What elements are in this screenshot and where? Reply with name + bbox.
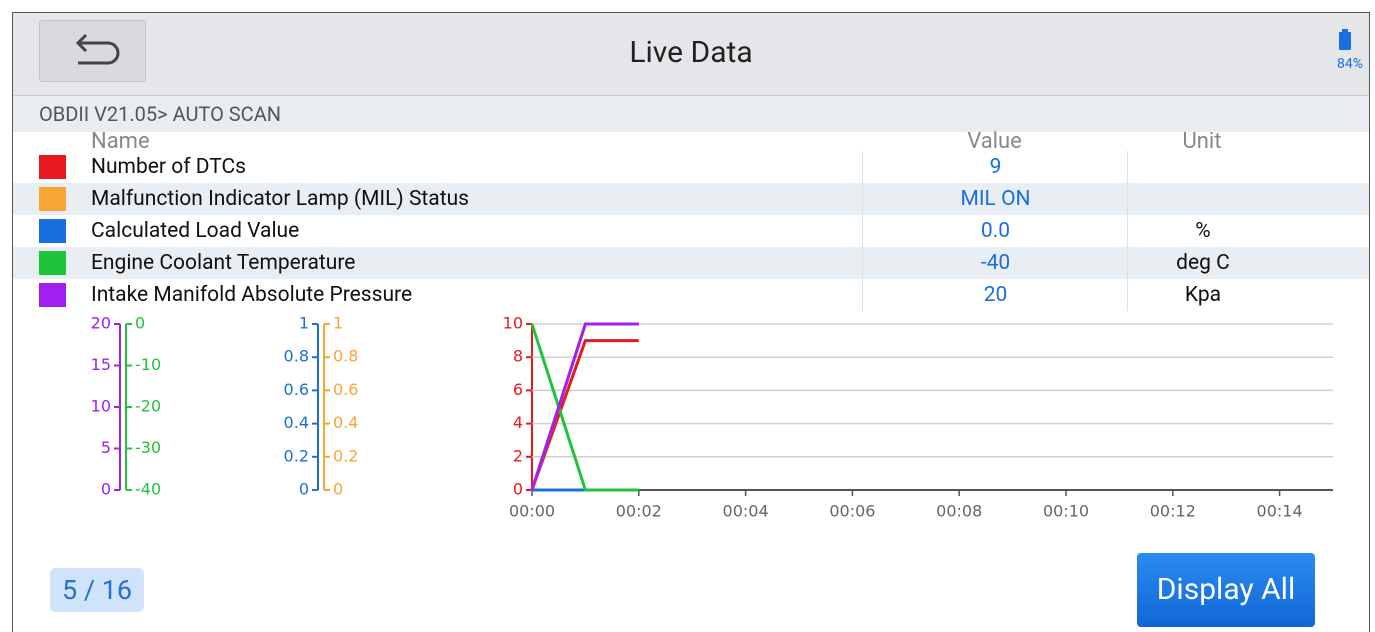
- battery-icon: [1339, 29, 1351, 50]
- table-row: Malfunction Indicator Lamp (MIL) Status M…: [13, 183, 1369, 215]
- row-unit: Kpa: [1127, 279, 1278, 311]
- row-name: Malfunction Indicator Lamp (MIL) Status: [91, 187, 469, 211]
- battery-level: 84%: [1337, 56, 1363, 72]
- title: Live Data: [629, 35, 753, 70]
- table-row: Engine Coolant Temperature -40 deg C: [13, 247, 1369, 279]
- column-header: Value: [967, 129, 1022, 154]
- row-value: 0.0: [862, 215, 1128, 247]
- row-name: Intake Manifold Absolute Pressure: [91, 283, 413, 307]
- display-all-button[interactable]: Display All: [1137, 553, 1315, 627]
- row-value: 9: [862, 151, 1128, 183]
- breadcrumb: OBDII V21.05> AUTO SCAN: [13, 96, 1369, 132]
- row-unit: deg C: [1127, 247, 1278, 279]
- back-icon: [75, 33, 120, 65]
- color-swatch: [39, 187, 66, 211]
- color-swatch: [39, 251, 66, 275]
- row-value: MIL ON: [862, 183, 1128, 215]
- row-unit: [1127, 183, 1278, 215]
- color-swatch: [39, 219, 66, 243]
- back-button[interactable]: [39, 20, 146, 82]
- column-header: Name: [91, 129, 150, 154]
- row-unit: [1127, 151, 1278, 183]
- row-value: 20: [862, 279, 1128, 311]
- row-unit: %: [1127, 215, 1278, 247]
- table-row: Intake Manifold Absolute Pressure 20 Kpa: [13, 279, 1369, 311]
- table-row: Calculated Load Value 0.0%: [13, 215, 1369, 247]
- screen: Live Data 84% OBDII V21.05> AUTO SCAN Na…: [12, 12, 1370, 632]
- table-header: Name Value Unit: [13, 129, 1369, 154]
- row-name: Engine Coolant Temperature: [91, 251, 356, 275]
- pager: 5 / 16: [50, 568, 144, 612]
- row-name: Number of DTCs: [91, 155, 246, 179]
- color-swatch: [39, 283, 66, 307]
- header: Live Data 84%: [13, 13, 1369, 96]
- column-header: Unit: [1182, 129, 1222, 154]
- color-swatch: [39, 155, 66, 179]
- table-row: Number of DTCs 9: [13, 151, 1369, 183]
- row-name: Calculated Load Value: [91, 219, 300, 243]
- row-value: -40: [862, 247, 1128, 279]
